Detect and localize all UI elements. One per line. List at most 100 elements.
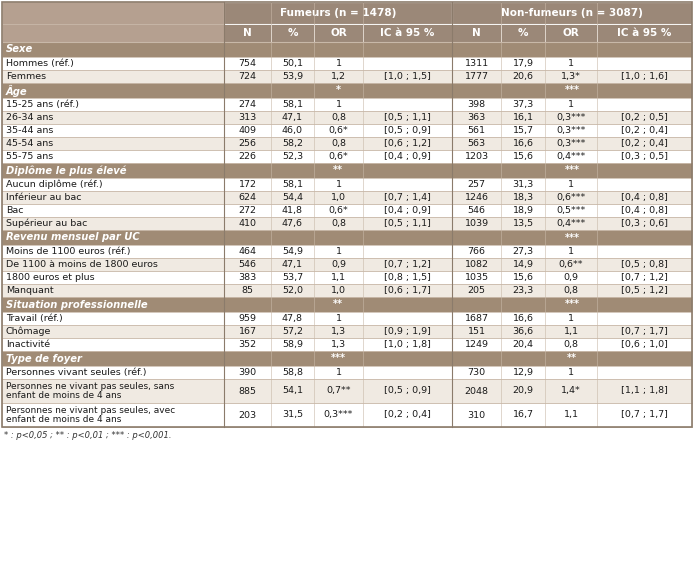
Text: 274: 274 — [239, 100, 257, 109]
Text: 205: 205 — [468, 286, 486, 295]
Bar — [2, 150, 692, 163]
Text: 37,3: 37,3 — [512, 100, 534, 109]
Text: Revenu mensuel par UC: Revenu mensuel par UC — [6, 232, 139, 243]
Text: 0,4***: 0,4*** — [557, 219, 586, 228]
Text: 0,6*: 0,6* — [329, 126, 348, 135]
Text: [0,5 ; 0,8]: [0,5 ; 0,8] — [621, 260, 668, 269]
Text: 313: 313 — [238, 113, 257, 122]
Text: 1035: 1035 — [464, 273, 489, 282]
Text: Type de foyer: Type de foyer — [6, 353, 82, 363]
Text: 398: 398 — [468, 100, 486, 109]
Text: Personnes vivant seules (réf.): Personnes vivant seules (réf.) — [6, 368, 146, 377]
Text: 546: 546 — [468, 206, 486, 215]
Text: [0,6 ; 1,2]: [0,6 ; 1,2] — [384, 139, 431, 148]
Text: 1: 1 — [335, 180, 341, 189]
Text: De 1100 à moins de 1800 euros: De 1100 à moins de 1800 euros — [6, 260, 158, 269]
Text: Âge: Âge — [6, 84, 28, 97]
Text: [0,7 ; 1,4]: [0,7 ; 1,4] — [384, 193, 431, 202]
Text: 52,0: 52,0 — [282, 286, 303, 295]
Text: [0,5 ; 1,1]: [0,5 ; 1,1] — [384, 113, 431, 122]
Bar — [2, 2, 224, 24]
Text: 310: 310 — [468, 411, 486, 419]
Text: Chômage: Chômage — [6, 327, 51, 336]
Bar — [2, 245, 692, 258]
Bar — [314, 24, 363, 42]
Bar — [2, 284, 692, 297]
Text: 724: 724 — [239, 72, 257, 81]
Text: 13,5: 13,5 — [512, 219, 534, 228]
Text: Travail (réf.): Travail (réf.) — [6, 314, 62, 323]
Text: * : p<0,05 ; ** : p<0,01 ; *** : p<0,001.: * : p<0,05 ; ** : p<0,01 ; *** : p<0,001… — [4, 432, 171, 441]
Text: ***: *** — [564, 85, 579, 95]
Text: 390: 390 — [239, 368, 257, 377]
Text: 1: 1 — [335, 368, 341, 377]
Text: 363: 363 — [467, 113, 486, 122]
Text: **: ** — [567, 353, 577, 363]
Text: 352: 352 — [239, 340, 257, 349]
Text: 36,6: 36,6 — [512, 327, 534, 336]
Bar — [452, 24, 501, 42]
Text: [0,5 ; 0,9]: [0,5 ; 0,9] — [384, 126, 431, 135]
Text: 16,1: 16,1 — [512, 113, 534, 122]
Text: 561: 561 — [468, 126, 486, 135]
Bar — [2, 271, 692, 284]
Text: [0,3 ; 0,6]: [0,3 ; 0,6] — [621, 219, 668, 228]
Bar — [2, 57, 692, 70]
Bar — [2, 351, 692, 366]
Text: ***: *** — [330, 353, 346, 363]
Text: 410: 410 — [239, 219, 257, 228]
Bar — [2, 258, 692, 271]
Text: 0,6***: 0,6*** — [557, 193, 586, 202]
Text: 18,9: 18,9 — [512, 206, 534, 215]
Text: 1,4*: 1,4* — [561, 387, 581, 395]
Text: Fumeurs (n = 1478): Fumeurs (n = 1478) — [280, 8, 396, 18]
Text: 54,9: 54,9 — [282, 247, 303, 256]
Text: 15-25 ans (réf.): 15-25 ans (réf.) — [6, 100, 79, 109]
Text: 52,3: 52,3 — [282, 152, 303, 161]
Bar — [2, 83, 692, 98]
Text: 1,1: 1,1 — [564, 327, 579, 336]
Text: 257: 257 — [468, 180, 486, 189]
Text: Supérieur au bac: Supérieur au bac — [6, 219, 87, 228]
Text: Personnes ne vivant pas seules, sans: Personnes ne vivant pas seules, sans — [6, 382, 174, 391]
Text: 47,8: 47,8 — [282, 314, 303, 323]
Text: 41,8: 41,8 — [282, 206, 303, 215]
Text: 17,9: 17,9 — [512, 59, 534, 68]
Text: 1082: 1082 — [464, 260, 489, 269]
Text: Inactivité: Inactivité — [6, 340, 50, 349]
Text: N: N — [472, 28, 481, 38]
Text: 14,9: 14,9 — [512, 260, 534, 269]
Text: 50,1: 50,1 — [282, 59, 303, 68]
Text: 0,3***: 0,3*** — [557, 139, 586, 148]
Text: 0,8: 0,8 — [331, 113, 346, 122]
Text: Bac: Bac — [6, 206, 24, 215]
Text: 1: 1 — [568, 59, 574, 68]
Text: 624: 624 — [239, 193, 257, 202]
Text: 53,7: 53,7 — [282, 273, 303, 282]
Text: 54,4: 54,4 — [282, 193, 303, 202]
Text: 1039: 1039 — [464, 219, 489, 228]
Bar — [545, 24, 597, 42]
Bar — [2, 204, 692, 217]
Text: 1: 1 — [568, 247, 574, 256]
Text: 47,1: 47,1 — [282, 113, 303, 122]
Text: [0,7 ; 1,2]: [0,7 ; 1,2] — [621, 273, 668, 282]
Text: 1,1: 1,1 — [331, 273, 346, 282]
Text: 58,8: 58,8 — [282, 368, 303, 377]
Text: enfant de moins de 4 ans: enfant de moins de 4 ans — [6, 415, 121, 424]
Text: 1,3: 1,3 — [331, 327, 346, 336]
Text: **: ** — [333, 300, 343, 309]
Text: 0,5***: 0,5*** — [557, 206, 586, 215]
Text: 20,6: 20,6 — [512, 72, 534, 81]
Text: [0,6 ; 1,0]: [0,6 ; 1,0] — [621, 340, 668, 349]
Text: 26-34 ans: 26-34 ans — [6, 113, 53, 122]
Bar — [2, 403, 692, 427]
Text: 383: 383 — [238, 273, 257, 282]
Text: [0,5 ; 0,9]: [0,5 ; 0,9] — [384, 387, 431, 395]
Text: [1,0 ; 1,5]: [1,0 ; 1,5] — [384, 72, 431, 81]
Text: 256: 256 — [239, 139, 257, 148]
Text: 15,6: 15,6 — [512, 273, 534, 282]
Text: [0,8 ; 1,5]: [0,8 ; 1,5] — [384, 273, 431, 282]
Text: 1: 1 — [335, 247, 341, 256]
Bar — [2, 42, 692, 57]
